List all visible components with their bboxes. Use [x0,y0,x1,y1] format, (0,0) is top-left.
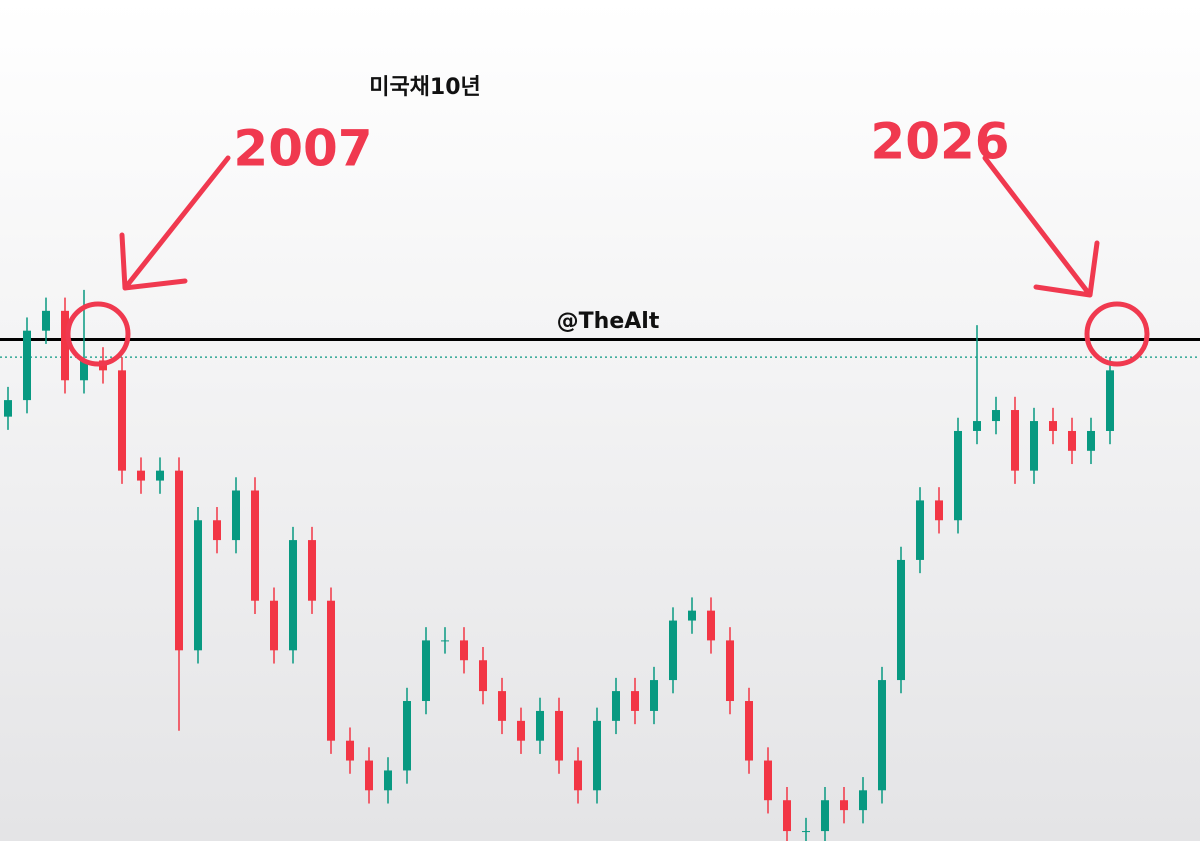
candle-body [327,600,335,741]
candle-body [1049,421,1057,431]
candle-body [764,760,772,801]
candle-body [61,310,69,381]
candle-body [289,540,297,651]
candle-body [593,720,601,791]
candle-body [270,600,278,651]
candle-body [707,610,715,641]
candle-body [612,691,620,721]
annotation-marks [65,155,1150,367]
candle-body [783,800,791,832]
chart-title: 미국채10년 [369,75,481,100]
levels [0,337,1200,358]
candle-body [194,520,202,651]
candle-body [251,490,259,601]
candle-body [631,691,639,711]
candle-body [23,330,31,401]
candle-body [1106,370,1114,431]
candle-body [175,470,183,651]
candle-body [517,720,525,741]
candle-body [574,760,582,791]
annotation: 2007 [233,120,372,178]
candle-body [156,470,164,481]
candle-body [726,640,734,702]
candle-body [498,691,506,721]
candle-body [479,660,487,692]
candle-body [954,430,962,521]
candle-body [80,360,88,381]
candle-body [536,710,544,741]
candle-body [916,500,924,560]
circle [65,301,131,367]
candle-body [42,310,50,331]
candle-body [232,490,240,541]
candle-body [992,410,1000,422]
candle-body [118,370,126,471]
candle-body [973,421,981,431]
candle-body [650,680,658,711]
candle-body [859,790,867,811]
candle-body [213,520,221,541]
arrow [119,155,231,291]
candle-body [1068,430,1076,451]
candle-body [460,640,468,661]
candle-body [308,540,316,601]
candle-body [935,500,943,521]
candle-body [878,680,886,791]
circle [1084,301,1150,367]
candle-body [1087,430,1095,451]
candle-body [821,800,829,832]
candle-body [688,610,696,621]
watermark: @TheAlt [557,309,660,334]
candle-body [403,701,411,771]
candle-body [1030,421,1038,471]
candle-body [1011,410,1019,471]
candle-body [840,800,848,811]
candle-body [422,640,430,702]
candle-body [745,701,753,761]
candle-body [441,640,449,642]
candles [4,289,1114,841]
candle-body [4,400,12,417]
candle-body [346,740,354,761]
candle-body [137,470,145,481]
candle-body [555,710,563,761]
candle-body [365,760,373,791]
arrow [982,155,1100,298]
candle-body [897,559,905,681]
candle-body [802,831,810,833]
candle-body [669,620,677,681]
candle-body [384,770,392,791]
